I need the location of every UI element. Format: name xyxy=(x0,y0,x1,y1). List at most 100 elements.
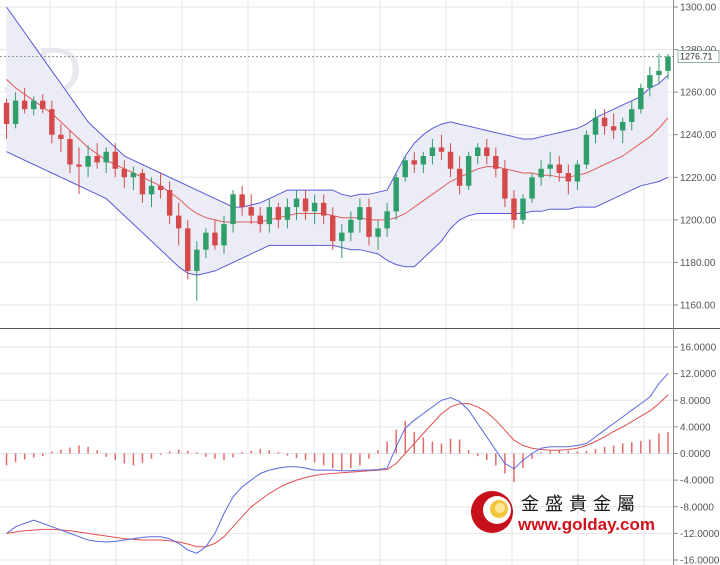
macd-tick-label: 16.0000 xyxy=(680,343,717,354)
logo-chinese-name: 金盛貴金屬 xyxy=(521,494,641,515)
candle-body xyxy=(58,134,64,139)
candlestick xyxy=(429,138,436,165)
candle-body xyxy=(529,177,535,199)
candle-body xyxy=(420,156,427,165)
candle-body xyxy=(148,185,155,195)
candle-body xyxy=(565,173,572,182)
price-tick-label: 1200.00 xyxy=(680,215,717,226)
candlestick xyxy=(619,117,626,144)
candlestick xyxy=(266,198,273,233)
candle-body xyxy=(357,207,363,220)
logo-url: www.golday.com xyxy=(517,515,655,534)
candle-body xyxy=(49,109,55,135)
candlestick xyxy=(320,194,327,225)
candle-body xyxy=(366,207,372,237)
price-tick-label: 1180.00 xyxy=(680,258,716,269)
candlestick xyxy=(647,66,653,97)
last-price-label: 1276.71 xyxy=(680,52,713,62)
candle-body xyxy=(619,121,626,131)
candlestick xyxy=(21,87,28,114)
candle-body xyxy=(67,138,73,165)
candle-body xyxy=(601,117,608,127)
candle-body xyxy=(311,202,318,212)
candle-body xyxy=(429,147,436,156)
candlestick xyxy=(166,181,173,225)
candlestick xyxy=(130,166,137,191)
candle-body xyxy=(302,198,309,212)
candle-body xyxy=(203,232,209,250)
candlestick xyxy=(348,211,354,242)
candlestick xyxy=(248,194,254,225)
candle-body xyxy=(384,211,390,229)
candlestick xyxy=(330,207,336,250)
candlestick xyxy=(221,215,227,254)
candlestick xyxy=(502,160,508,208)
candlestick xyxy=(629,100,635,131)
price-tick-label: 1240.00 xyxy=(680,130,717,141)
macd-signal-line xyxy=(6,394,669,548)
candlestick xyxy=(583,130,590,169)
candle-body xyxy=(393,177,399,212)
candle-body xyxy=(456,168,463,186)
candle-body xyxy=(511,198,517,220)
candle-body xyxy=(85,156,91,167)
price-tick-label: 1260.00 xyxy=(680,88,717,99)
candlestick xyxy=(3,98,10,139)
candlestick xyxy=(12,92,19,129)
candlestick xyxy=(239,185,245,216)
candle-body xyxy=(130,173,137,178)
candle-body xyxy=(3,102,10,125)
macd-gridlines xyxy=(0,329,673,565)
macd-panel: 16.0000 12.0000 8.0000 4.0000 0.0000 -4.0000 -… xyxy=(0,329,720,565)
candle-body xyxy=(40,100,46,110)
candlestick xyxy=(411,151,418,174)
candle-body xyxy=(647,75,653,88)
macd-tick-label: 4.0000 xyxy=(680,422,711,433)
candlestick xyxy=(638,83,644,114)
macd-histogram xyxy=(5,420,669,483)
candlestick xyxy=(520,194,526,225)
macd-tick-label: -4.0000 xyxy=(680,476,714,487)
candle-body xyxy=(411,160,418,165)
candlestick xyxy=(529,173,535,203)
candle-body xyxy=(320,202,327,216)
candle-body xyxy=(465,156,472,186)
candlestick xyxy=(257,207,263,233)
candlestick xyxy=(67,130,73,174)
candle-body xyxy=(248,207,254,216)
candlestick xyxy=(212,219,218,250)
candlestick xyxy=(556,156,562,182)
candle-body xyxy=(520,198,526,220)
candlestick xyxy=(275,202,282,229)
candlestick xyxy=(293,190,300,220)
candlestick xyxy=(302,190,309,220)
candle-body xyxy=(330,215,336,242)
candlestick xyxy=(139,168,146,203)
price-axis: 1300.001280.001260.001240.001220.001200.… xyxy=(673,3,717,312)
candle-body xyxy=(547,164,553,169)
candlestick xyxy=(339,224,345,259)
candlestick xyxy=(484,138,490,165)
candle-body xyxy=(538,168,544,178)
candle-body xyxy=(121,168,128,178)
candle-body xyxy=(493,156,499,169)
candle-body xyxy=(166,190,173,216)
candlestick xyxy=(194,241,200,301)
price-tick-label: 1220.00 xyxy=(680,173,717,184)
candle-body xyxy=(275,207,282,220)
candlestick xyxy=(665,53,671,80)
candle-body xyxy=(94,156,100,163)
candle-body xyxy=(629,109,635,122)
macd-line xyxy=(6,373,669,554)
candle-body xyxy=(592,117,599,135)
macd-axis: 16.0000 12.0000 8.0000 4.0000 0.0000 -4.0000 -… xyxy=(673,343,720,565)
candle-body xyxy=(175,215,182,229)
candlestick xyxy=(565,164,572,195)
candle-body xyxy=(556,164,562,174)
candlestick xyxy=(185,219,191,280)
candle-body xyxy=(402,160,408,178)
candle-body xyxy=(230,194,236,225)
candlestick xyxy=(157,173,164,199)
candlestick xyxy=(30,96,37,116)
candlestick xyxy=(375,219,381,250)
